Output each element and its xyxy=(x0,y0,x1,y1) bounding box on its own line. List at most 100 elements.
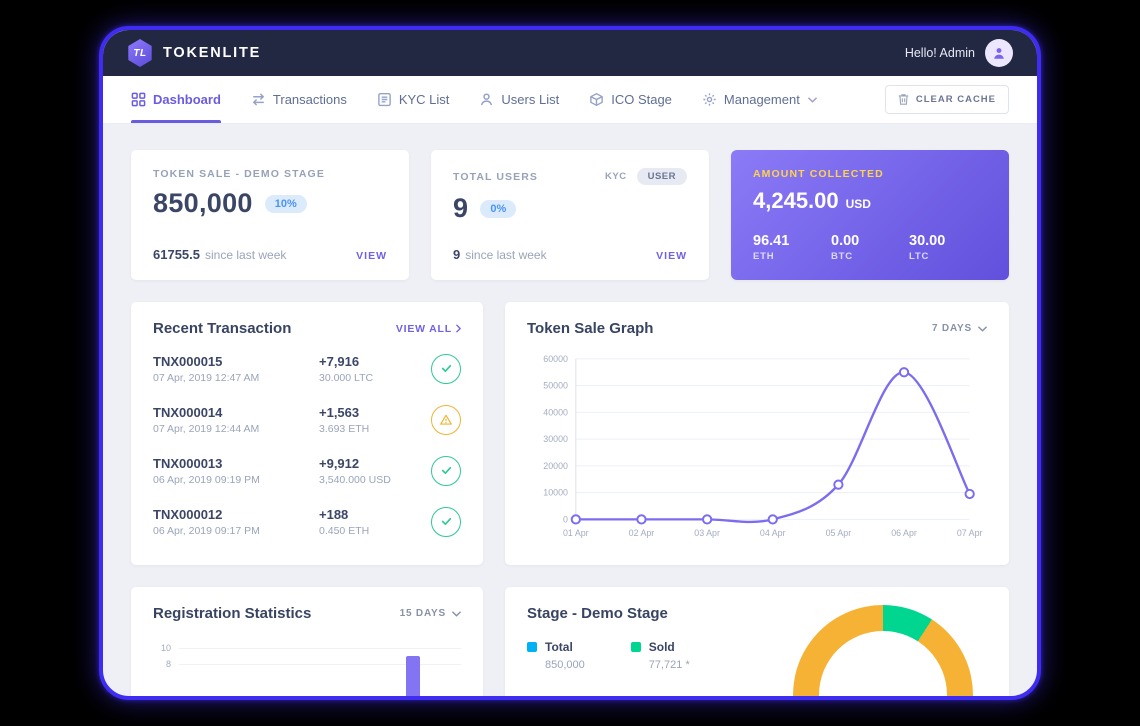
main-content: TOKEN SALE - DEMO STAGE 850,000 10% 6175… xyxy=(103,124,1037,696)
gridline xyxy=(179,664,461,665)
gridline xyxy=(179,648,461,649)
toggle-user[interactable]: USER xyxy=(636,168,687,185)
warning-icon xyxy=(431,404,461,435)
y-tick-label: 8 xyxy=(165,659,171,669)
transaction-detail: 3.693 ETH xyxy=(319,422,370,435)
delta-label: since last week xyxy=(465,248,547,262)
nav-item-transactions[interactable]: Transactions xyxy=(251,76,347,123)
amount-breakdown-btc: 0.00 BTC xyxy=(831,233,909,262)
success-check-icon xyxy=(431,455,461,486)
nav-item-users-list[interactable]: Users List xyxy=(479,76,559,123)
transaction-date: 06 Apr, 2019 09:19 PM xyxy=(153,473,260,486)
transaction-info: TNX000012 06 Apr, 2019 09:17 PM xyxy=(153,507,319,537)
svg-text:03 Apr: 03 Apr xyxy=(694,528,720,538)
transaction-amounts: +9,912 3,540.000 USD xyxy=(319,456,431,486)
svg-text:10000: 10000 xyxy=(543,488,568,498)
user-menu[interactable]: Hello! Admin xyxy=(905,39,1013,67)
transaction-detail: 0.450 ETH xyxy=(319,524,370,537)
nav-item-kyc-list[interactable]: KYC List xyxy=(377,76,449,123)
delta-value: 9 xyxy=(453,247,461,262)
total-users-badge: 0% xyxy=(480,199,517,218)
token-sale-graph-card: Token Sale Graph 7 DAYS 0 10000 20000 30000… xyxy=(505,302,1009,565)
transaction-detail: 30.000 LTC xyxy=(319,371,374,384)
transaction-row[interactable]: TNX000014 07 Apr, 2019 12:44 AM +1,563 3… xyxy=(153,394,461,445)
transaction-info: TNX000015 07 Apr, 2019 12:47 AM xyxy=(153,354,319,384)
transaction-date: 07 Apr, 2019 12:44 AM xyxy=(153,422,260,435)
amount-breakdown-eth: 96.41 ETH xyxy=(753,233,831,262)
topbar: TL TOKENLITE Hello! Admin xyxy=(103,30,1037,76)
nav-items: Dashboard Transactions KYC List Users List I… xyxy=(131,76,817,123)
registration-range-dropdown[interactable]: 15 DAYS xyxy=(400,608,461,619)
nav-item-dashboard[interactable]: Dashboard xyxy=(131,76,221,123)
graph-range-dropdown[interactable]: 7 DAYS xyxy=(932,323,987,334)
transaction-date: 06 Apr, 2019 09:17 PM xyxy=(153,524,260,537)
total-users-view-link[interactable]: VIEW xyxy=(656,250,687,262)
transaction-amount: +188 xyxy=(319,506,349,522)
recent-transactions-title: Recent Transaction xyxy=(153,320,292,337)
transaction-row[interactable]: TNX000013 06 Apr, 2019 09:19 PM +9,912 3… xyxy=(153,445,461,496)
transaction-row[interactable]: TNX000012 06 Apr, 2019 09:17 PM +188 0.4… xyxy=(153,496,461,547)
transaction-amounts: +188 0.450 ETH xyxy=(319,507,431,537)
chevron-down-icon xyxy=(807,96,817,103)
chevron-down-icon xyxy=(452,610,461,617)
total-users-card: TOTAL USERS KYC USER 9 0% 9 since last we… xyxy=(431,150,709,280)
list-icon xyxy=(377,92,392,107)
main-nav: Dashboard Transactions KYC List Users List I… xyxy=(103,76,1037,124)
token-sale-view-link[interactable]: VIEW xyxy=(356,250,387,262)
recent-transactions-card: Recent Transaction VIEW ALL TNX000015 07… xyxy=(131,302,483,565)
svg-text:0: 0 xyxy=(563,514,568,524)
success-check-icon xyxy=(431,506,461,537)
legend-swatch xyxy=(527,642,537,652)
nav-item-management[interactable]: Management xyxy=(702,76,817,123)
transaction-amount: +1,563 xyxy=(319,404,360,420)
token-sale-title: TOKEN SALE - DEMO STAGE xyxy=(153,168,325,180)
transaction-id: TNX000015 xyxy=(153,353,223,369)
chevron-right-icon xyxy=(456,324,461,333)
transaction-date: 07 Apr, 2019 12:47 AM xyxy=(153,371,260,384)
user-avatar[interactable] xyxy=(985,39,1013,67)
delta-label: since last week xyxy=(205,248,287,262)
transaction-list: TNX000015 07 Apr, 2019 12:47 AM +7,916 3… xyxy=(153,343,461,547)
logo-monogram: TL xyxy=(133,47,147,59)
svg-text:05 Apr: 05 Apr xyxy=(826,528,852,538)
nav-item-ico-stage[interactable]: ICO Stage xyxy=(589,76,672,123)
token-sale-badge: 10% xyxy=(264,194,307,213)
amount-breakdown: 96.41 ETH 0.00 BTC 30.00 LTC xyxy=(753,233,987,262)
registration-statistics-title: Registration Statistics xyxy=(153,605,312,622)
tokenlite-logo-icon: TL xyxy=(128,39,152,67)
swap-icon xyxy=(251,92,266,107)
registration-range-label: 15 DAYS xyxy=(399,608,446,619)
clear-cache-button[interactable]: CLEAR CACHE xyxy=(884,85,1009,114)
token-sale-card: TOKEN SALE - DEMO STAGE 850,000 10% 6175… xyxy=(131,150,409,280)
token-sale-value: 850,000 xyxy=(153,188,253,218)
registration-bar xyxy=(405,656,420,696)
breakdown-unit: BTC xyxy=(831,251,853,262)
svg-text:06 Apr: 06 Apr xyxy=(891,528,917,538)
view-all-link[interactable]: VIEW ALL xyxy=(396,323,461,335)
transaction-amount: +9,912 xyxy=(319,455,360,471)
transaction-row[interactable]: TNX000015 07 Apr, 2019 12:47 AM +7,916 3… xyxy=(153,343,461,394)
transaction-detail: 3,540.000 USD xyxy=(319,473,391,486)
toggle-kyc[interactable]: KYC xyxy=(605,171,627,182)
graph-range-label: 7 DAYS xyxy=(931,323,972,334)
transaction-amount: +7,916 xyxy=(319,353,360,369)
breakdown-unit: LTC xyxy=(909,251,930,262)
svg-text:02 Apr: 02 Apr xyxy=(629,528,655,538)
success-check-icon xyxy=(431,353,461,384)
gear-icon xyxy=(702,92,717,107)
svg-text:40000: 40000 xyxy=(543,407,568,417)
transaction-id: TNX000013 xyxy=(153,455,223,471)
total-users-delta: 9 since last week xyxy=(453,247,547,262)
transaction-info: TNX000013 06 Apr, 2019 09:19 PM xyxy=(153,456,319,486)
view-all-label: VIEW ALL xyxy=(395,322,452,335)
stage-legend: Total 850,000 Sold 77,721 * xyxy=(527,640,987,671)
brand[interactable]: TL TOKENLITE xyxy=(127,39,261,67)
token-sale-delta: 61755.5 since last week xyxy=(153,247,286,262)
trash-icon xyxy=(898,93,909,106)
legend-item-total: Total 850,000 xyxy=(527,640,585,671)
legend-item-sold: Sold 77,721 * xyxy=(630,640,690,671)
transaction-info: TNX000014 07 Apr, 2019 12:44 AM xyxy=(153,405,319,435)
grid-icon xyxy=(131,92,146,107)
breakdown-value: 30.00 xyxy=(909,233,946,249)
